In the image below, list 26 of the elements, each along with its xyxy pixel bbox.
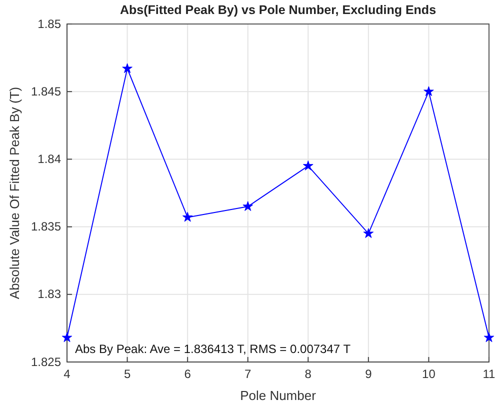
x-tick-label: 9 [365,367,372,382]
annotation: Abs By Peak: Ave = 1.836413 T, RMS = 0.007347 T [75,342,352,356]
y-tick-label: 1.83 [38,287,62,302]
x-tick-label: 5 [124,367,131,382]
y-tick-label: 1.845 [30,84,62,98]
x-tick-label: 10 [422,367,436,382]
point [424,86,434,96]
chart-title: Abs(Fitted Peak By) vs Pole Number, Excluding Ends [120,3,436,17]
x-tick-label: 6 [184,367,192,382]
x-tick-label: 7 [244,367,252,382]
x-tick-label: 11 [482,367,496,382]
y-tick-label: 1.825 [30,354,62,369]
point [122,63,132,74]
y-tick-label: 1.85 [38,16,62,31]
x-tick-label: 4 [64,367,71,382]
point [182,212,193,222]
point [363,228,374,238]
x-tick-label: 8 [304,367,312,382]
x-axis-title: Pole Number [240,388,317,403]
y-tick-label: 1.835 [30,220,62,234]
point [302,160,314,170]
point [62,332,72,342]
point [484,332,494,342]
y-axis-title: Absolute Value Of Fitted Peak By (T) [7,86,22,300]
y-tick-label: 1.84 [38,152,62,166]
point [242,201,254,211]
